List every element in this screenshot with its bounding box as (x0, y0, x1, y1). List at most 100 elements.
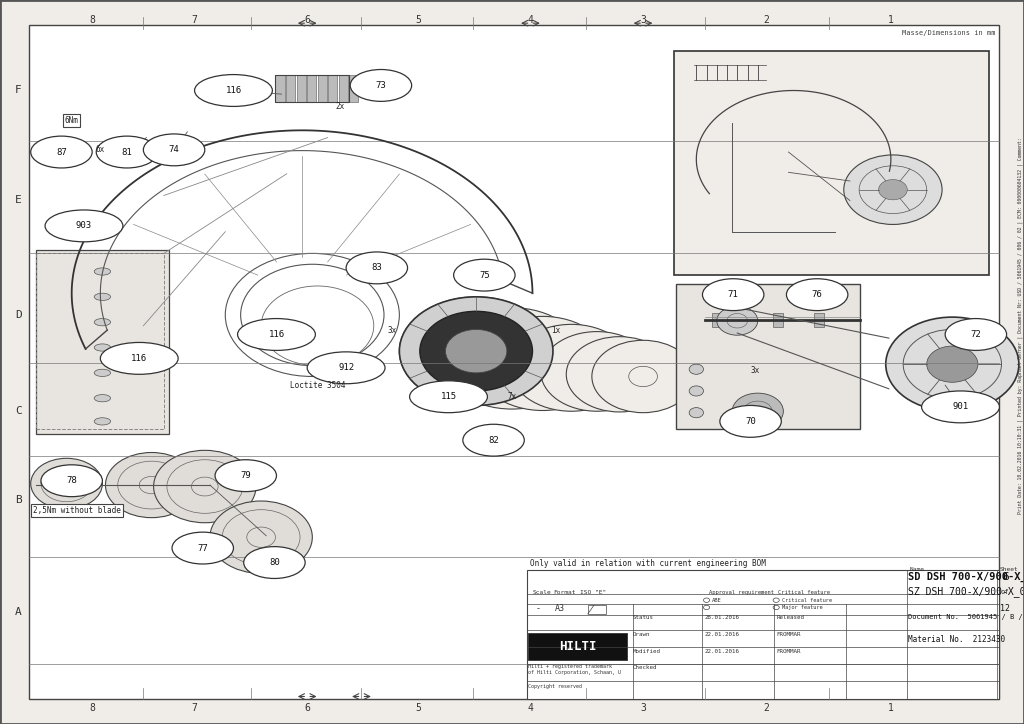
Text: SZ DSH 700-X/900-X_02: SZ DSH 700-X/900-X_02 (908, 586, 1024, 597)
Text: F: F (15, 85, 22, 95)
Circle shape (689, 364, 703, 374)
Text: Status: Status (633, 615, 654, 620)
Text: Document No.  5061945 / B / 604132: Document No. 5061945 / B / 604132 (908, 615, 1024, 620)
Bar (275, 75, 349, 102)
Circle shape (952, 394, 989, 420)
Bar (527, 570, 999, 699)
Text: Drawn: Drawn (633, 632, 650, 637)
Circle shape (445, 329, 507, 373)
Text: Critical feature: Critical feature (782, 598, 833, 602)
Bar (307, 75, 316, 102)
Text: 8: 8 (89, 703, 95, 713)
Text: 77: 77 (198, 544, 208, 552)
Text: Checked: Checked (633, 665, 657, 670)
Text: 22.01.2016: 22.01.2016 (705, 649, 739, 654)
Text: 78: 78 (67, 476, 77, 485)
Ellipse shape (94, 319, 111, 326)
Bar (286, 75, 295, 102)
Ellipse shape (94, 344, 111, 351)
Text: A: A (15, 607, 22, 617)
Text: 6Nm: 6Nm (65, 117, 79, 125)
Text: Name: Name (909, 567, 925, 572)
Text: 28.01.2016: 28.01.2016 (705, 615, 739, 620)
Text: Format: Format (553, 590, 575, 595)
Ellipse shape (307, 352, 385, 384)
Text: FROMMAR: FROMMAR (776, 649, 801, 654)
Ellipse shape (94, 268, 111, 275)
Text: 7x: 7x (508, 392, 517, 400)
Ellipse shape (143, 134, 205, 166)
Text: D: D (15, 310, 22, 320)
Circle shape (732, 393, 783, 429)
Text: 116: 116 (268, 330, 285, 339)
Bar (742, 313, 753, 327)
Ellipse shape (195, 75, 272, 106)
Text: 6: 6 (1002, 572, 1010, 582)
Text: 3x: 3x (387, 327, 396, 335)
Ellipse shape (94, 369, 111, 376)
Ellipse shape (786, 279, 848, 311)
Bar (712, 313, 722, 327)
Text: 6: 6 (304, 703, 310, 713)
Text: -: - (536, 604, 541, 613)
Text: ISO "E": ISO "E" (580, 590, 606, 595)
Circle shape (717, 306, 758, 335)
Text: 76: 76 (812, 290, 822, 299)
Circle shape (566, 337, 673, 412)
Text: C: C (15, 406, 22, 416)
Bar (339, 75, 348, 102)
Text: 901: 901 (952, 403, 969, 411)
Ellipse shape (45, 210, 123, 242)
Ellipse shape (41, 465, 102, 497)
Text: 74: 74 (169, 146, 179, 154)
Text: 5: 5 (415, 15, 421, 25)
Text: 115: 115 (440, 392, 457, 401)
Text: 2: 2 (763, 15, 769, 25)
Circle shape (541, 332, 653, 411)
Bar (773, 313, 783, 327)
Circle shape (689, 386, 703, 396)
Ellipse shape (96, 136, 158, 168)
Text: Modified: Modified (633, 649, 660, 654)
Text: 1x: 1x (551, 327, 560, 335)
Text: of: of (1000, 589, 1009, 595)
Circle shape (31, 458, 102, 509)
Bar (275, 75, 285, 102)
Ellipse shape (100, 342, 178, 374)
Bar (297, 75, 306, 102)
Text: 7: 7 (191, 15, 198, 25)
Text: 116: 116 (131, 354, 147, 363)
Text: B: B (15, 494, 22, 505)
Text: 71: 71 (728, 290, 738, 299)
Text: Released: Released (776, 615, 804, 620)
Text: 82: 82 (488, 436, 499, 445)
Text: 1: 1 (888, 703, 894, 713)
Ellipse shape (350, 70, 412, 101)
Ellipse shape (945, 319, 1007, 350)
Text: Critical feature: Critical feature (778, 590, 830, 595)
Ellipse shape (454, 259, 515, 291)
Text: 903: 903 (76, 222, 92, 230)
Text: Hilti + registered trademark
of Hilti Corporation, Schaan, U: Hilti + registered trademark of Hilti Co… (528, 664, 622, 675)
Text: 2x: 2x (336, 102, 345, 111)
Text: E: E (15, 195, 22, 205)
Circle shape (510, 324, 633, 411)
Circle shape (476, 316, 609, 411)
Circle shape (399, 297, 553, 405)
Bar (674, 51, 989, 275)
Bar (528, 633, 627, 660)
Text: HILTI: HILTI (559, 640, 596, 653)
Circle shape (105, 452, 198, 518)
Text: Material No.  2123430: Material No. 2123430 (908, 636, 1006, 644)
Ellipse shape (238, 319, 315, 350)
Text: ABE: ABE (712, 598, 722, 602)
Bar (349, 75, 358, 102)
Bar (676, 284, 860, 429)
Text: 3x: 3x (751, 366, 760, 375)
Text: 12: 12 (1000, 604, 1011, 613)
Text: 70: 70 (745, 417, 756, 426)
Bar (317, 75, 327, 102)
Bar (328, 75, 337, 102)
Circle shape (927, 346, 978, 382)
Text: 22.01.2016: 22.01.2016 (705, 632, 739, 637)
